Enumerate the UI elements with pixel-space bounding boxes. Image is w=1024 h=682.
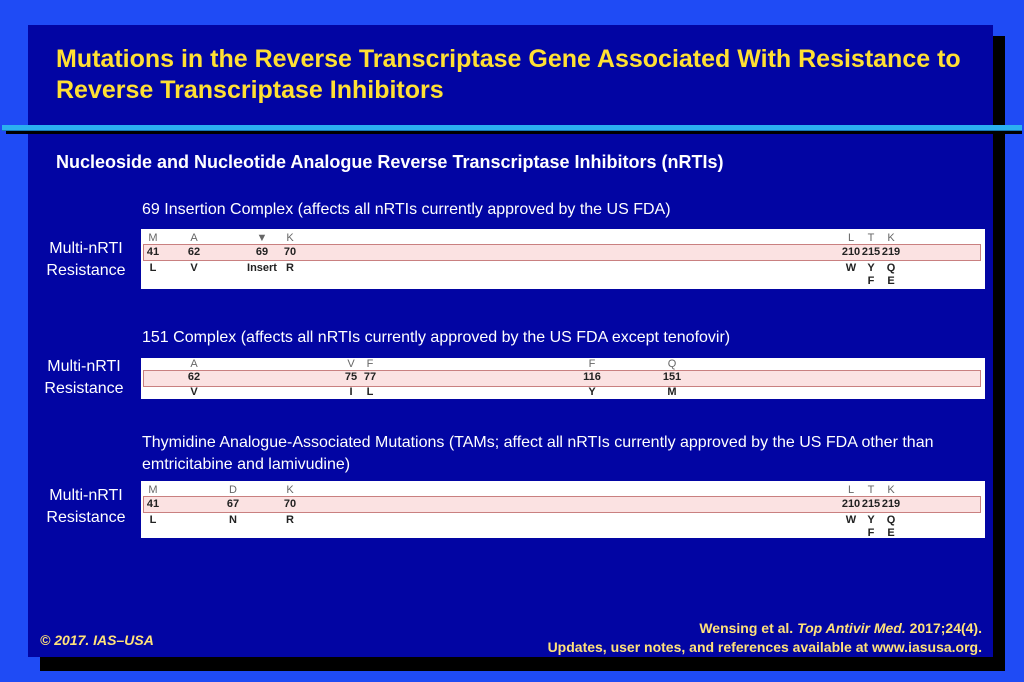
- wild-type-residue: V: [347, 358, 355, 370]
- mutant-residue: V: [190, 262, 198, 274]
- citation-journal: Top Antivir Med.: [797, 620, 906, 636]
- wild-type-residue: D: [229, 484, 237, 496]
- divider-line: [2, 125, 1022, 131]
- codon-position: 151: [662, 371, 682, 383]
- wild-type-residue: M: [148, 484, 158, 496]
- codon-position: 116: [583, 371, 601, 383]
- wild-type-residue: K: [887, 232, 895, 244]
- mutant-residue: Insert: [247, 262, 277, 274]
- wild-type-residue: M: [148, 232, 158, 244]
- mutant-residue: Y: [867, 262, 875, 274]
- codon-position: 75: [344, 371, 358, 383]
- position-band: [143, 496, 981, 513]
- wild-type-residue: A: [190, 232, 198, 244]
- side-label-line: Resistance: [44, 380, 124, 397]
- caption-151-complex: 151 Complex (affects all nRTIs currently…: [142, 329, 731, 346]
- mutation-map-69-insertion: M 41 L A 62 V ▼ 69 Insert K 70 R L 210 W T 215 Y F K 219 Q E: [141, 229, 985, 289]
- codon-position: 210: [841, 246, 861, 258]
- caption-tams: Thymidine Analogue-Associated Mutations …: [142, 434, 934, 473]
- mutant-residue: Y: [588, 386, 596, 398]
- mutant-residue: L: [366, 386, 374, 398]
- wild-type-residue: A: [190, 358, 198, 370]
- wild-type-residue: T: [867, 232, 875, 244]
- wild-type-residue: L: [847, 484, 855, 496]
- mutant-residue: E: [887, 275, 895, 287]
- mutant-residue: Y: [867, 514, 875, 526]
- mutant-residue: E: [887, 527, 895, 539]
- wild-type-residue: T: [867, 484, 875, 496]
- codon-position: 70: [283, 498, 297, 510]
- citation: Wensing et al. Top Antivir Med. 2017;24(…: [548, 619, 982, 657]
- wild-type-residue: F: [366, 358, 374, 370]
- codon-position: 41: [146, 246, 160, 258]
- side-label-line: Resistance: [46, 262, 126, 279]
- mutation-map-tams: M 41 L D 67 N K 70 R L 210 W T 215 Y F K 219 Q E: [141, 481, 985, 539]
- wild-type-residue: K: [286, 484, 294, 496]
- mutant-residue: L: [149, 262, 157, 274]
- mutant-residue: I: [349, 386, 353, 398]
- mutant-residue: Q: [886, 262, 896, 274]
- divider-shadow: [6, 130, 1022, 134]
- side-label: Multi-nRTI Resistance: [34, 356, 134, 400]
- codon-position: 69: [255, 246, 269, 258]
- mutant-residue: V: [190, 386, 198, 398]
- codon-position: 62: [187, 246, 201, 258]
- mutant-residue: F: [867, 527, 875, 539]
- wild-type-residue: Q: [667, 358, 677, 370]
- side-label-line: Resistance: [46, 509, 126, 526]
- codon-position: 215: [861, 246, 881, 258]
- copyright: © 2017. IAS–USA: [40, 632, 154, 648]
- mutant-residue: R: [286, 514, 294, 526]
- codon-position: 210: [841, 498, 861, 510]
- position-band: [143, 244, 981, 261]
- wild-type-residue: K: [286, 232, 294, 244]
- side-label: Multi-nRTI Resistance: [36, 485, 136, 529]
- codon-position: 67: [226, 498, 240, 510]
- codon-position: 219: [881, 246, 901, 258]
- mutant-residue: W: [845, 514, 857, 526]
- mutant-residue: F: [867, 275, 875, 287]
- side-label: Multi-nRTI Resistance: [36, 238, 136, 282]
- slide-title: Mutations in the Reverse Transcriptase G…: [56, 45, 961, 104]
- position-band: [143, 370, 981, 387]
- mutant-residue: L: [149, 514, 157, 526]
- codon-position: 219: [881, 498, 901, 510]
- codon-position: 70: [283, 246, 297, 258]
- section-subtitle: Nucleoside and Nucleotide Analogue Rever…: [56, 152, 724, 172]
- mutant-residue: M: [667, 386, 677, 398]
- insertion-triangle-icon: ▼: [256, 232, 268, 244]
- updates-note: Updates, user notes, and references avai…: [547, 639, 982, 655]
- wild-type-residue: K: [887, 484, 895, 496]
- citation-authors: Wensing et al.: [699, 620, 798, 636]
- side-label-line: Multi-nRTI: [47, 358, 121, 375]
- caption-69-insertion: 69 Insertion Complex (affects all nRTIs …: [142, 201, 671, 218]
- side-label-line: Multi-nRTI: [49, 240, 123, 257]
- codon-position: 77: [363, 371, 377, 383]
- mutant-residue: W: [845, 262, 857, 274]
- codon-position: 62: [187, 371, 201, 383]
- mutant-residue: N: [229, 514, 237, 526]
- citation-issue: 2017;24(4).: [905, 620, 982, 636]
- wild-type-residue: L: [847, 232, 855, 244]
- codon-position: 41: [146, 498, 160, 510]
- wild-type-residue: F: [588, 358, 596, 370]
- mutation-map-151-complex: A 62 V V 75 I F 77 L F 116 Y Q 151 M: [141, 358, 985, 399]
- mutant-residue: Q: [886, 514, 896, 526]
- side-label-line: Multi-nRTI: [49, 487, 123, 504]
- mutant-residue: R: [286, 262, 294, 274]
- codon-position: 215: [861, 498, 881, 510]
